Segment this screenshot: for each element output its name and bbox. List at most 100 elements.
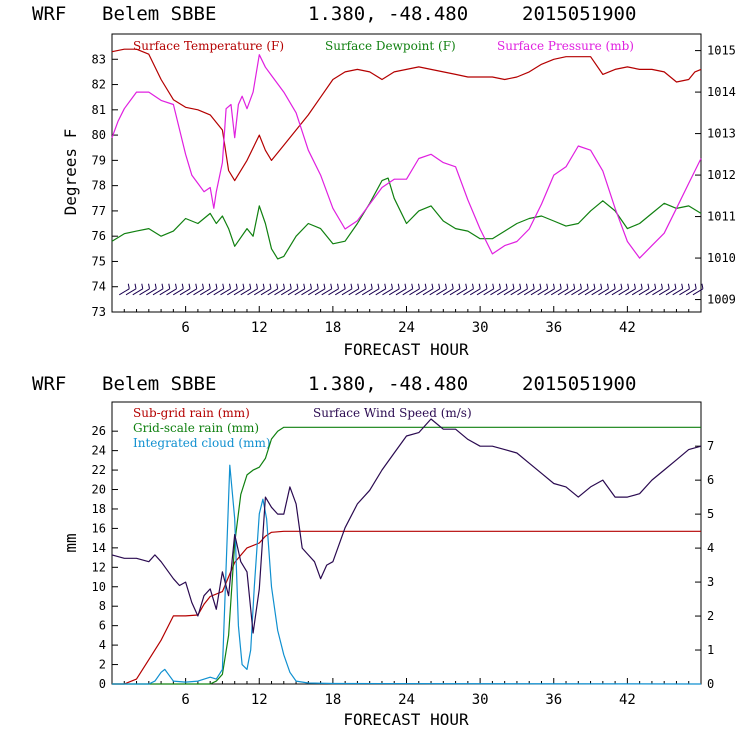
x-tick-label: 24 bbox=[398, 320, 415, 336]
y-tick-label: 22 bbox=[92, 463, 106, 477]
y2-tick-label: 1011 bbox=[707, 210, 736, 224]
wind-barb bbox=[314, 283, 326, 296]
y-tick-label: 18 bbox=[92, 502, 106, 516]
y-tick-label: 79 bbox=[92, 153, 106, 167]
rain-wind-panel: WRF Belem SBBE 1.380, -48.480 2015051900… bbox=[32, 373, 714, 729]
wind-barb bbox=[328, 283, 339, 296]
wind-barb bbox=[665, 283, 677, 296]
y2-tick-label: 1009 bbox=[707, 293, 736, 307]
y-tick-label: 78 bbox=[92, 179, 106, 193]
wind-barb bbox=[152, 283, 164, 296]
y2-tick-label: 3 bbox=[707, 575, 714, 589]
y-tick-label: 80 bbox=[92, 128, 106, 142]
wind-barb bbox=[220, 283, 231, 296]
y-tick-label: 73 bbox=[92, 305, 106, 319]
wind-barb bbox=[382, 283, 393, 296]
wind-barb bbox=[517, 283, 528, 296]
x-tick-label: 30 bbox=[472, 320, 489, 336]
wind-barb bbox=[395, 283, 407, 296]
wind-barb bbox=[476, 283, 488, 296]
wind-barb bbox=[125, 283, 137, 296]
wind-barb bbox=[611, 283, 623, 296]
x-axis-label: FORECAST HOUR bbox=[343, 340, 469, 359]
legend-grid-scale-rain: Grid-scale rain (mm) bbox=[133, 421, 259, 435]
y-tick-label: 0 bbox=[99, 677, 106, 691]
legend-integrated-cloud: Integrated cloud (mm) bbox=[133, 436, 271, 450]
wind-barb bbox=[584, 283, 596, 296]
y-tick-label: 10 bbox=[92, 580, 106, 594]
x-tick-label: 12 bbox=[251, 692, 268, 708]
y2-tick-label: 0 bbox=[707, 677, 714, 691]
wind-barb bbox=[604, 283, 616, 296]
x-tick-label: 12 bbox=[251, 320, 268, 336]
wind-barb bbox=[233, 283, 245, 296]
wind-barb bbox=[510, 283, 522, 296]
wind-barb bbox=[307, 283, 319, 296]
y-tick-label: 82 bbox=[92, 78, 106, 92]
y-axis-label: Degrees F bbox=[61, 129, 80, 216]
wind-barb bbox=[334, 283, 346, 296]
y-tick-label: 74 bbox=[92, 280, 106, 294]
series-lines-2 bbox=[111, 418, 702, 685]
header-coords: 1.380, -48.480 bbox=[308, 3, 468, 25]
x-tick-label: 18 bbox=[324, 320, 341, 336]
y2-tick-label: 2 bbox=[707, 609, 714, 623]
x-tick-label: 18 bbox=[324, 692, 341, 708]
wind-barb bbox=[186, 283, 198, 296]
wind-barb bbox=[200, 283, 211, 296]
header-model-2: WRF bbox=[32, 373, 66, 395]
legend-surface-wind-speed: Surface Wind Speed (m/s) bbox=[313, 406, 472, 420]
y2-tick-label: 1013 bbox=[707, 127, 736, 141]
wind-barb bbox=[355, 283, 366, 296]
wind-barb bbox=[503, 283, 515, 296]
series-lines bbox=[111, 48, 702, 260]
wind-barb bbox=[173, 283, 184, 296]
header-station: Belem SBBE bbox=[102, 3, 216, 25]
wind-barb bbox=[463, 283, 474, 296]
y2-tick-label: 4 bbox=[707, 541, 714, 555]
wind-barb bbox=[179, 283, 191, 296]
wind-barb bbox=[280, 283, 292, 296]
x-tick-label: 36 bbox=[545, 320, 562, 336]
x-tick-label: 24 bbox=[398, 692, 415, 708]
wind-barb bbox=[496, 283, 508, 296]
y2-tick-label: 7 bbox=[707, 439, 714, 453]
y-tick-label: 6 bbox=[99, 619, 106, 633]
wind-barb bbox=[591, 283, 603, 296]
wind-barb bbox=[631, 283, 643, 296]
series-grid-scale-rain-mm bbox=[112, 426, 701, 685]
wind-barb bbox=[253, 283, 265, 296]
x-axis-label-2: FORECAST HOUR bbox=[343, 710, 469, 729]
y-tick-label: 12 bbox=[92, 560, 106, 574]
wind-barb bbox=[550, 283, 562, 296]
legend-surface-pressure: Surface Pressure (mb) bbox=[497, 39, 634, 53]
wind-barb bbox=[301, 283, 312, 296]
wind-barb bbox=[240, 283, 252, 296]
wind-barb bbox=[274, 283, 285, 296]
wind-barb bbox=[402, 283, 414, 296]
axis-ticks: 6 12 18 24 30 36 42 73 74 75 76 77 78 79 80 81 82 83 1009 1… bbox=[92, 44, 736, 336]
wind-barb bbox=[159, 283, 171, 296]
series-surface-pressure-mb bbox=[111, 54, 702, 259]
x-tick-label: 6 bbox=[181, 320, 189, 336]
wind-barb bbox=[193, 283, 204, 296]
y-tick-label: 16 bbox=[92, 521, 106, 535]
y-tick-label: 24 bbox=[92, 444, 106, 458]
series-surface-temperature-f bbox=[111, 48, 702, 182]
legend-sub-grid-rain: Sub-grid rain (mm) bbox=[133, 406, 250, 420]
y-tick-label: 26 bbox=[92, 424, 106, 438]
wind-barb bbox=[146, 283, 157, 296]
y-axis-label-2: mm bbox=[61, 533, 80, 552]
wind-barb bbox=[577, 283, 589, 296]
wind-barb bbox=[625, 283, 636, 296]
wind-barb bbox=[638, 283, 650, 296]
y-tick-label: 14 bbox=[92, 541, 106, 555]
series-surface-dewpoint-f bbox=[111, 177, 702, 260]
wind-barb bbox=[442, 283, 454, 296]
wind-barb bbox=[469, 283, 481, 296]
wind-barb bbox=[483, 283, 495, 296]
y-tick-label: 2 bbox=[99, 658, 106, 672]
wind-barb bbox=[456, 283, 468, 296]
header-station-2: Belem SBBE bbox=[102, 373, 216, 395]
